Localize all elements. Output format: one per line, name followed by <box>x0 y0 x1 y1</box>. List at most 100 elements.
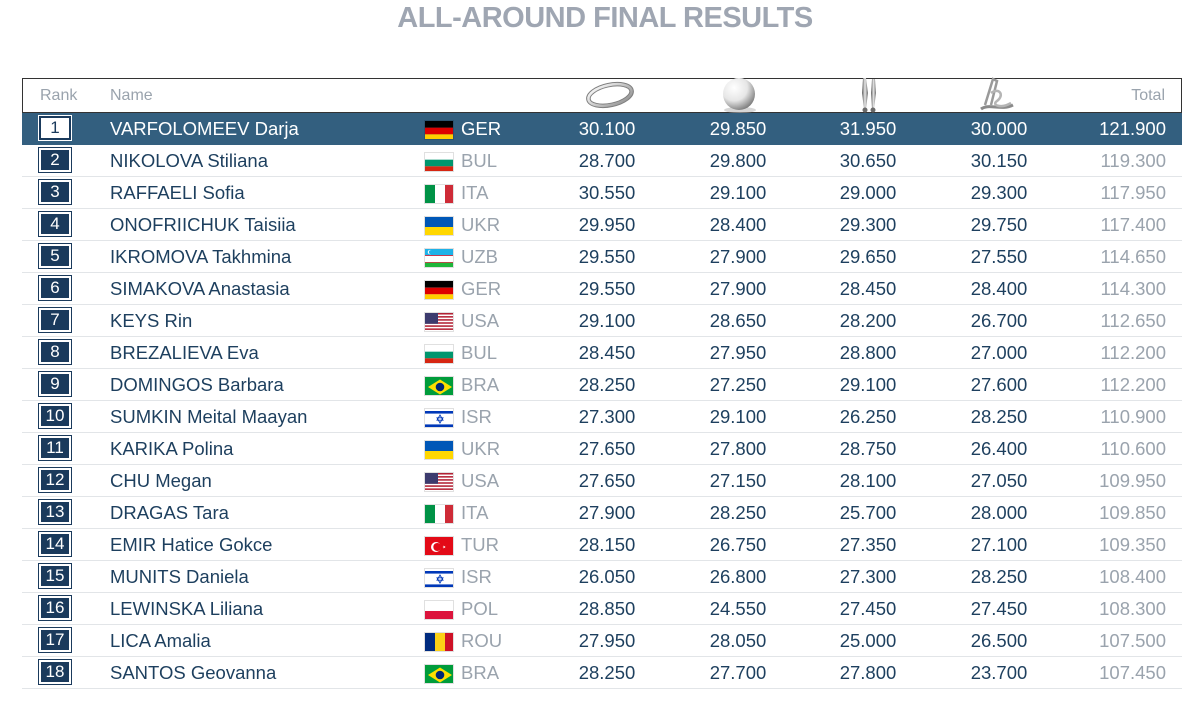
bul-flag-icon <box>424 344 454 364</box>
apparatus-score-4: 30.150 <box>970 150 1028 171</box>
apparatus-score-2: 29.100 <box>709 406 767 427</box>
country-code: UKR <box>461 214 501 235</box>
total-score: 112.650 <box>1100 310 1167 331</box>
apparatus-score-3: 28.750 <box>839 438 897 459</box>
apparatus-score-4: 28.250 <box>970 566 1028 587</box>
total-score: 112.200 <box>1100 342 1167 363</box>
country-code: BRA <box>461 662 500 683</box>
ita-flag-icon <box>424 504 454 524</box>
table-row: 17 LICA Amalia ROU 27.950 28.050 25.000 26.500… <box>22 625 1182 657</box>
apparatus-score-1: 28.150 <box>578 534 636 555</box>
apparatus-score-1: 30.100 <box>578 118 636 139</box>
rank-badge: 14 <box>38 531 72 557</box>
apparatus-score-2: 27.700 <box>709 662 767 683</box>
athlete-name: LICA Amalia <box>110 630 211 651</box>
apparatus-score-1: 29.550 <box>578 246 636 267</box>
ukr-flag-icon <box>424 440 454 460</box>
country-code: ISR <box>461 406 492 427</box>
rank-badge: 7 <box>38 307 72 333</box>
apparatus-score-1: 28.850 <box>578 598 636 619</box>
apparatus-score-1: 28.700 <box>578 150 636 171</box>
ger-flag-icon <box>424 280 454 300</box>
athlete-name: BREZALIEVA Eva <box>110 342 259 363</box>
apparatus-score-1: 26.050 <box>578 566 636 587</box>
country-code: ROU <box>461 630 503 651</box>
results-table: Rank Name <box>22 77 1182 689</box>
apparatus-score-3: 28.450 <box>839 278 897 299</box>
ribbon-icon <box>980 77 1014 111</box>
athlete-name: MUNITS Daniela <box>110 566 249 587</box>
name-column-header: Name <box>110 87 153 104</box>
athlete-name: SIMAKOVA Anastasia <box>110 278 290 299</box>
apparatus-score-1: 27.650 <box>578 470 636 491</box>
apparatus-score-4: 29.300 <box>970 182 1028 203</box>
rou-flag-icon <box>424 632 454 652</box>
ball-icon <box>723 78 756 113</box>
apparatus-score-2: 26.750 <box>709 534 767 555</box>
country-code: ITA <box>461 502 489 523</box>
table-row: 1 VARFOLOMEEV Darja GER 30.100 29.850 31.950 3… <box>22 113 1182 145</box>
rank-badge: 17 <box>38 627 72 653</box>
apparatus-score-4: 27.100 <box>970 534 1028 555</box>
total-score: 108.300 <box>1099 598 1166 619</box>
apparatus-score-3: 28.800 <box>839 342 897 363</box>
rank-badge: 8 <box>38 339 72 365</box>
total-score: 107.500 <box>1099 630 1166 651</box>
apparatus-score-1: 29.950 <box>578 214 636 235</box>
isr-flag-icon <box>424 408 454 428</box>
athlete-name: KEYS Rin <box>110 310 193 331</box>
tur-flag-icon <box>424 536 454 556</box>
country-code: TUR <box>461 534 500 555</box>
total-score: 108.400 <box>1099 566 1166 587</box>
table-row: 6 SIMAKOVA Anastasia GER 29.550 27.900 28.450… <box>22 273 1182 305</box>
athlete-name: RAFFAELI Sofia <box>110 182 245 203</box>
total-score: 110.900 <box>1100 406 1167 427</box>
athlete-name: KARIKA Polina <box>110 438 234 459</box>
rank-badge: 3 <box>38 179 72 205</box>
athlete-name: IKROMOVA Takhmina <box>110 246 292 267</box>
apparatus-score-3: 27.300 <box>839 566 897 587</box>
rank-column-header: Rank <box>40 87 78 104</box>
apparatus-score-3: 25.700 <box>839 502 897 523</box>
athlete-name: SUMKIN Meital Maayan <box>110 406 308 427</box>
apparatus-score-1: 27.900 <box>578 502 636 523</box>
apparatus-score-2: 27.950 <box>709 342 767 363</box>
apparatus-score-3: 26.250 <box>839 406 897 427</box>
apparatus-score-1: 30.550 <box>578 182 636 203</box>
bra-flag-icon <box>424 376 454 396</box>
apparatus-score-4: 30.000 <box>970 118 1028 139</box>
country-code: GER <box>461 118 502 139</box>
total-score: 117.950 <box>1100 182 1167 203</box>
country-code: UZB <box>461 246 498 267</box>
rank-badge: 2 <box>38 147 72 173</box>
athlete-name: EMIR Hatice Gokce <box>110 534 273 555</box>
total-column-header: Total <box>1131 87 1165 104</box>
table-row: 8 BREZALIEVA Eva BUL 28.450 27.950 28.800 27.0… <box>22 337 1182 369</box>
apparatus-score-2: 28.650 <box>709 310 767 331</box>
apparatus-score-2: 27.250 <box>709 374 767 395</box>
table-row: 12 CHU Megan USA 27.650 27.150 28.100 27.050 10… <box>22 465 1182 497</box>
apparatus-score-3: 29.100 <box>839 374 897 395</box>
apparatus-score-4: 26.700 <box>970 310 1028 331</box>
table-row: 10 SUMKIN Meital Maayan ISR 27.300 29.100 26.… <box>22 401 1182 433</box>
isr-flag-icon <box>424 568 454 588</box>
country-code: BUL <box>461 342 497 363</box>
athlete-name: SANTOS Geovanna <box>110 662 277 683</box>
apparatus-score-1: 27.650 <box>578 438 636 459</box>
apparatus-score-2: 29.800 <box>709 150 767 171</box>
total-score: 114.650 <box>1100 246 1167 267</box>
apparatus-score-1: 29.100 <box>578 310 636 331</box>
rank-badge: 5 <box>38 243 72 269</box>
apparatus-score-2: 29.850 <box>709 118 767 139</box>
apparatus-score-3: 29.000 <box>839 182 897 203</box>
usa-flag-icon <box>424 472 454 492</box>
table-row: 3 RAFFAELI Sofia ITA 30.550 29.100 29.000 29.3… <box>22 177 1182 209</box>
ukr-flag-icon <box>424 216 454 236</box>
total-score: 114.300 <box>1100 278 1167 299</box>
apparatus-score-3: 30.650 <box>839 150 897 171</box>
page-title: ALL-AROUND FINAL RESULTS <box>397 2 813 34</box>
country-code: POL <box>461 598 499 619</box>
table-row: 11 KARIKA Polina UKR 27.650 27.800 28.750 26.4… <box>22 433 1182 465</box>
bul-flag-icon <box>424 152 454 172</box>
apparatus-score-2: 27.900 <box>709 246 767 267</box>
